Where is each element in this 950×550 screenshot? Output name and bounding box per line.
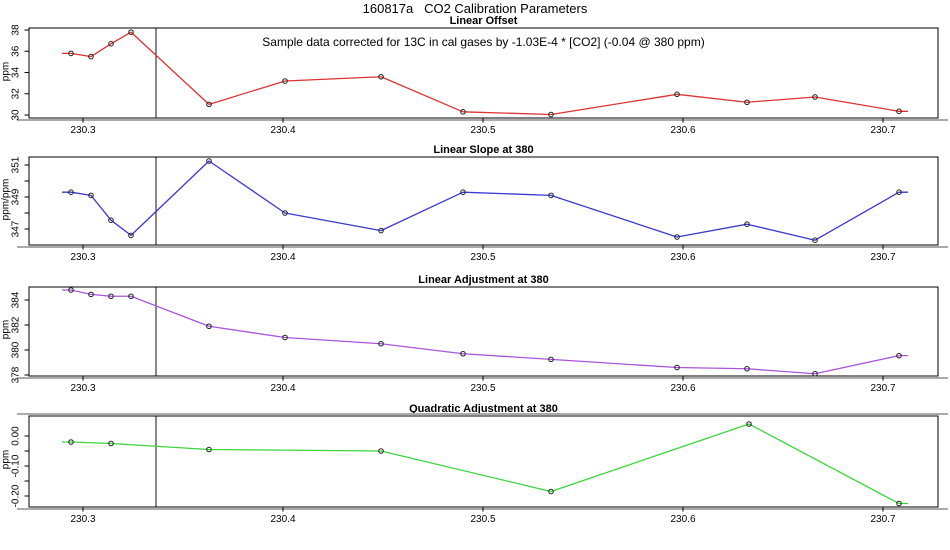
data-point [744, 365, 750, 372]
plot-frame [28, 415, 939, 508]
data-point [108, 440, 114, 447]
chart-title-quadratic-adjustment: Quadratic Adjustment at 380 [409, 403, 558, 415]
data-point [896, 108, 902, 115]
plot-frame [28, 156, 939, 246]
y-tick-label: 36 [11, 45, 22, 57]
data-point [108, 293, 114, 300]
correction-annotation: Sample data corrected for 13C in cal gas… [262, 35, 705, 49]
y-tick-label: 34 [11, 67, 22, 79]
x-tick-label: 230.3 [70, 383, 95, 394]
data-point [460, 350, 466, 357]
data-point [744, 99, 750, 106]
data-point [128, 232, 134, 239]
data-point [68, 439, 74, 445]
data-point [460, 189, 466, 195]
y-tick-label: 349 [11, 188, 22, 205]
data-point [108, 217, 114, 223]
y-tick-label: -0.20 [11, 484, 22, 507]
data-point [460, 109, 466, 115]
x-tick-label: 230.4 [270, 125, 295, 136]
y-tick-label: 384 [11, 291, 22, 308]
y-tick-label: 351 [11, 156, 22, 173]
data-point [88, 291, 94, 298]
data-point [108, 41, 114, 47]
data-point [68, 189, 74, 195]
x-tick-label: 230.7 [870, 125, 895, 136]
data-point [548, 111, 554, 118]
data-point [674, 364, 680, 371]
data-point [378, 73, 384, 80]
data-point [206, 446, 212, 453]
page-title: 160817a CO2 Calibration Parameters [362, 1, 588, 16]
data-point [674, 234, 680, 240]
data-line [62, 160, 908, 241]
data-point [674, 91, 680, 98]
data-point [68, 50, 74, 57]
y-tick-label: -0.10 [11, 454, 22, 477]
data-point [88, 192, 94, 199]
data-point [378, 448, 384, 454]
y-tick-label: 382 [11, 316, 22, 333]
data-point [88, 53, 94, 60]
data-point [896, 352, 902, 359]
data-line [62, 423, 908, 505]
data-point [548, 356, 554, 363]
data-point [746, 421, 752, 427]
x-tick-label: 230.5 [470, 252, 495, 263]
x-tick-label: 230.6 [670, 125, 695, 136]
x-tick-label: 230.5 [470, 514, 495, 525]
chart-title-linear-slope: Linear Slope at 380 [433, 144, 534, 156]
data-point [128, 293, 134, 300]
plot-frame [28, 27, 939, 119]
data-point [896, 189, 902, 195]
y-tick-label: 32 [11, 88, 22, 100]
data-point [128, 29, 134, 35]
data-point [378, 340, 384, 347]
data-point [548, 488, 554, 495]
data-line [62, 31, 908, 116]
y-tick-label: 30 [11, 109, 22, 121]
x-tick-label: 230.6 [670, 252, 695, 263]
data-point [812, 370, 818, 377]
x-tick-label: 230.5 [470, 383, 495, 394]
y-tick-label: 380 [11, 341, 22, 358]
data-line [62, 289, 908, 375]
x-tick-label: 230.4 [270, 252, 295, 263]
data-point [68, 287, 74, 293]
data-point [282, 78, 288, 84]
y-tick-label: 378 [11, 366, 22, 383]
x-tick-label: 230.6 [670, 514, 695, 525]
x-tick-label: 230.5 [470, 125, 495, 136]
chart-title-linear-offset: Linear Offset [449, 15, 518, 27]
y-tick-label: 38 [11, 24, 22, 36]
x-tick-label: 230.3 [70, 514, 95, 525]
data-point [548, 192, 554, 199]
x-tick-label: 230.3 [70, 125, 95, 136]
x-tick-label: 230.7 [870, 252, 895, 263]
x-tick-label: 230.3 [70, 252, 95, 263]
data-point [812, 94, 818, 100]
data-point [206, 323, 212, 330]
data-point [378, 227, 384, 234]
data-point [282, 334, 288, 341]
data-point [206, 101, 212, 108]
plot-frame [28, 286, 939, 377]
data-point [812, 237, 818, 243]
x-tick-label: 230.7 [870, 383, 895, 394]
x-tick-label: 230.4 [270, 383, 295, 394]
chart-title-linear-adjustment: Linear Adjustment at 380 [418, 274, 549, 286]
data-point [744, 221, 750, 227]
y-tick-label: 0.00 [11, 426, 22, 446]
y-tick-label: 347 [11, 220, 22, 237]
x-tick-label: 230.7 [870, 514, 895, 525]
x-tick-label: 230.4 [270, 514, 295, 525]
data-point [282, 210, 288, 216]
data-point [206, 158, 212, 164]
data-point [896, 500, 902, 507]
x-tick-label: 230.6 [670, 383, 695, 394]
